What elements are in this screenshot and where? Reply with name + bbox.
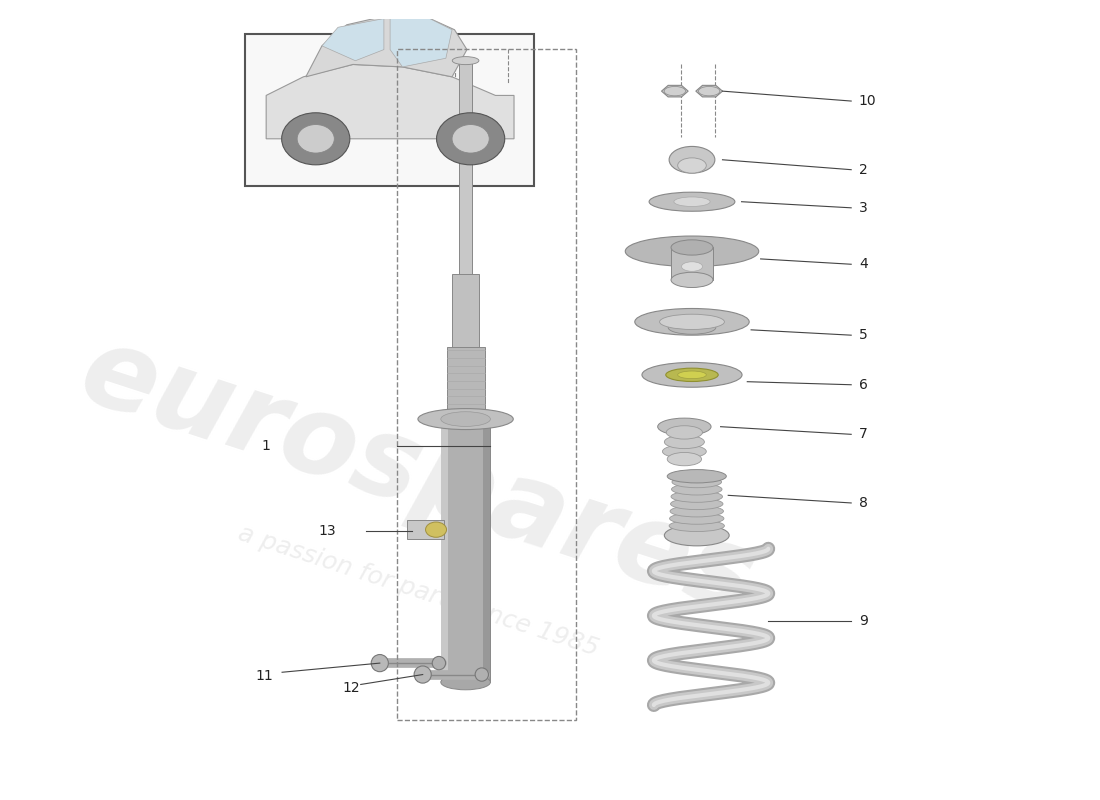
Text: eurospares: eurospares <box>68 317 769 636</box>
Ellipse shape <box>649 192 735 211</box>
Text: 2: 2 <box>859 162 868 177</box>
Ellipse shape <box>671 240 713 255</box>
Ellipse shape <box>664 525 729 546</box>
Text: 11: 11 <box>256 669 274 683</box>
Ellipse shape <box>669 520 725 531</box>
Ellipse shape <box>672 476 722 488</box>
Bar <box>483 415 491 682</box>
Text: 10: 10 <box>859 94 877 108</box>
Bar <box>671 247 713 280</box>
Ellipse shape <box>437 113 505 165</box>
Ellipse shape <box>297 125 334 153</box>
Ellipse shape <box>432 657 446 670</box>
Ellipse shape <box>371 654 388 672</box>
Bar <box>459 61 472 282</box>
Ellipse shape <box>441 412 491 426</box>
Text: 8: 8 <box>859 496 868 510</box>
Bar <box>245 34 534 186</box>
Ellipse shape <box>678 371 706 378</box>
Text: 7: 7 <box>859 427 868 442</box>
Ellipse shape <box>671 498 723 510</box>
Ellipse shape <box>664 86 685 96</box>
Ellipse shape <box>666 368 718 382</box>
Text: 5: 5 <box>859 328 868 342</box>
Ellipse shape <box>669 146 715 173</box>
Bar <box>452 274 478 346</box>
Ellipse shape <box>671 483 722 495</box>
Polygon shape <box>696 86 723 97</box>
Ellipse shape <box>668 453 702 466</box>
Polygon shape <box>661 86 689 97</box>
Ellipse shape <box>642 362 743 387</box>
Bar <box>447 346 485 423</box>
Ellipse shape <box>452 125 490 153</box>
Ellipse shape <box>414 666 431 683</box>
Ellipse shape <box>635 309 749 335</box>
Ellipse shape <box>678 158 706 173</box>
Ellipse shape <box>668 470 726 483</box>
Ellipse shape <box>662 445 706 458</box>
Ellipse shape <box>452 57 478 65</box>
Ellipse shape <box>698 86 719 96</box>
Ellipse shape <box>625 236 759 266</box>
Ellipse shape <box>670 513 724 524</box>
Polygon shape <box>266 65 514 139</box>
Ellipse shape <box>660 314 725 330</box>
Ellipse shape <box>670 506 724 517</box>
Ellipse shape <box>426 522 447 538</box>
Text: 12: 12 <box>343 682 361 695</box>
Text: 9: 9 <box>859 614 868 628</box>
Bar <box>441 415 449 682</box>
Bar <box>397 49 575 720</box>
Ellipse shape <box>671 272 713 287</box>
Text: a passion for parts since 1985: a passion for parts since 1985 <box>235 521 602 661</box>
Text: 13: 13 <box>319 524 337 538</box>
Text: 3: 3 <box>859 201 868 215</box>
Ellipse shape <box>658 418 711 435</box>
Polygon shape <box>306 15 466 77</box>
Ellipse shape <box>667 426 703 439</box>
Ellipse shape <box>664 435 704 449</box>
Ellipse shape <box>282 113 350 165</box>
Ellipse shape <box>682 262 703 271</box>
Polygon shape <box>322 18 384 61</box>
Bar <box>441 415 491 682</box>
Text: 1: 1 <box>261 438 270 453</box>
Text: 4: 4 <box>859 258 868 271</box>
Polygon shape <box>390 18 452 67</box>
Text: 6: 6 <box>859 378 868 392</box>
Ellipse shape <box>441 674 491 690</box>
Bar <box>407 520 443 539</box>
Ellipse shape <box>674 197 711 206</box>
Ellipse shape <box>475 668 488 682</box>
Ellipse shape <box>668 321 716 334</box>
Ellipse shape <box>671 491 723 502</box>
Ellipse shape <box>418 409 514 430</box>
